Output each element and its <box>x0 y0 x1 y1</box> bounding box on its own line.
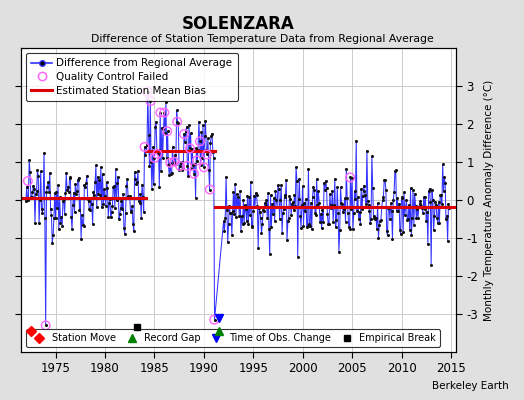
Point <box>170 159 178 165</box>
Point <box>193 157 201 164</box>
Point <box>143 88 151 95</box>
Point <box>156 109 165 116</box>
Legend: Station Move, Record Gap, Time of Obs. Change, Empirical Break: Station Move, Record Gap, Time of Obs. C… <box>26 329 440 347</box>
Point <box>183 163 191 169</box>
Point <box>150 155 159 161</box>
Point <box>203 151 211 158</box>
Text: Berkeley Earth: Berkeley Earth <box>432 381 508 391</box>
Point <box>140 144 149 150</box>
Point <box>24 178 32 184</box>
Point <box>195 138 204 145</box>
Point <box>166 160 174 166</box>
Point <box>173 118 181 125</box>
Y-axis label: Monthly Temperature Anomaly Difference (°C): Monthly Temperature Anomaly Difference (… <box>484 79 494 321</box>
Point <box>200 164 208 170</box>
Point <box>41 322 50 329</box>
Point <box>346 174 354 181</box>
Point <box>163 128 171 134</box>
Point <box>205 186 214 193</box>
Point <box>146 98 155 104</box>
Point <box>180 131 188 137</box>
Point <box>186 145 194 152</box>
Point <box>176 163 184 169</box>
Title: SOLENZARA: SOLENZARA <box>182 14 295 32</box>
Text: Difference of Station Temperature Data from Regional Average: Difference of Station Temperature Data f… <box>91 34 433 44</box>
Point <box>160 110 169 116</box>
Point <box>153 151 161 157</box>
Point <box>210 316 219 323</box>
Point <box>190 170 198 177</box>
